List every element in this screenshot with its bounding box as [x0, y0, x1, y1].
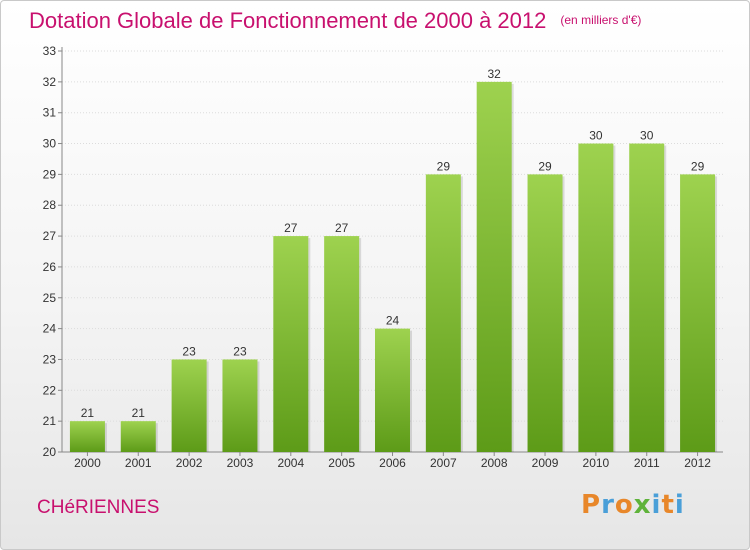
y-tick-label-33: 33 — [43, 44, 57, 58]
y-tick-label-32: 32 — [43, 75, 57, 89]
chart-title-text: Dotation Globale de Fonctionnement de 20… — [29, 8, 547, 33]
axes: 20 21 22 23 24 25 26 27 28 29 30 31 32 33 2000 2001 2002… — [43, 44, 723, 470]
value-label-2011: 30 — [640, 129, 654, 143]
y-tick-label-30: 30 — [43, 137, 57, 151]
x-tick-label-2009: 2009 — [532, 456, 559, 470]
bar-2003 — [222, 359, 258, 452]
value-label-2009: 29 — [538, 159, 552, 173]
value-label-2010: 30 — [589, 129, 603, 143]
value-label-2000: 21 — [81, 406, 95, 420]
y-tick-label-25: 25 — [43, 291, 57, 305]
y-tick-label-29: 29 — [43, 167, 57, 181]
bar-2011 — [629, 143, 665, 453]
value-label-2003: 23 — [233, 344, 247, 358]
x-tick-label-2006: 2006 — [379, 456, 406, 470]
bar-2012 — [680, 174, 716, 452]
bar-2009 — [527, 174, 563, 452]
value-label-2006: 24 — [386, 314, 400, 328]
value-label-2004: 27 — [284, 221, 298, 235]
x-tick-label-2010: 2010 — [583, 456, 610, 470]
x-tick-label-2003: 2003 — [227, 456, 254, 470]
bar-2001 — [120, 421, 156, 452]
bar-2000 — [69, 421, 105, 452]
bars — [69, 81, 718, 453]
value-label-2007: 29 — [437, 159, 451, 173]
bar-2006 — [375, 328, 410, 452]
y-tick-label-31: 31 — [43, 106, 57, 120]
x-tick-label-2007: 2007 — [430, 456, 457, 470]
x-tick-label-2005: 2005 — [328, 456, 355, 470]
y-tick-label-22: 22 — [43, 383, 57, 397]
x-tick-label-2008: 2008 — [481, 456, 508, 470]
x-tick-label-2000: 2000 — [74, 456, 101, 470]
x-tick-label-2012: 2012 — [684, 456, 711, 470]
y-tick-label-28: 28 — [43, 198, 57, 212]
value-label-2001: 21 — [132, 406, 146, 420]
value-label-2012: 29 — [691, 159, 705, 173]
y-tick-label-20: 20 — [43, 445, 57, 459]
y-tick-label-27: 27 — [43, 229, 57, 243]
y-tick-label-21: 21 — [43, 414, 57, 428]
chart-title: Dotation Globale de Fonctionnement de 20… — [29, 8, 641, 34]
commune-name: CHéRIENNES — [37, 497, 160, 518]
bar-2002 — [171, 359, 207, 452]
y-tick-label-24: 24 — [43, 322, 57, 336]
y-tick-label-23: 23 — [43, 352, 57, 366]
bar-2004 — [273, 236, 309, 452]
proxiti-logo: Proxiti — [581, 490, 685, 520]
value-label-2008: 32 — [488, 67, 502, 81]
x-tick-label-2011: 2011 — [634, 456, 660, 470]
bar-2007 — [425, 174, 461, 452]
chart-unit: (en milliers d'€) — [560, 13, 642, 27]
bar-2005 — [324, 236, 360, 452]
bar-2010 — [578, 143, 614, 453]
bar-2008 — [476, 81, 512, 452]
x-tick-label-2002: 2002 — [176, 456, 203, 470]
x-tick-label-2001: 2001 — [125, 456, 152, 470]
labels: 21 21 23 23 27 27 24 29 32 29 30 30 29 — [81, 67, 705, 420]
value-label-2005: 27 — [335, 221, 349, 235]
x-tick-label-2004: 2004 — [277, 456, 304, 470]
y-tick-label-26: 26 — [43, 260, 57, 274]
value-label-2002: 23 — [182, 344, 196, 358]
